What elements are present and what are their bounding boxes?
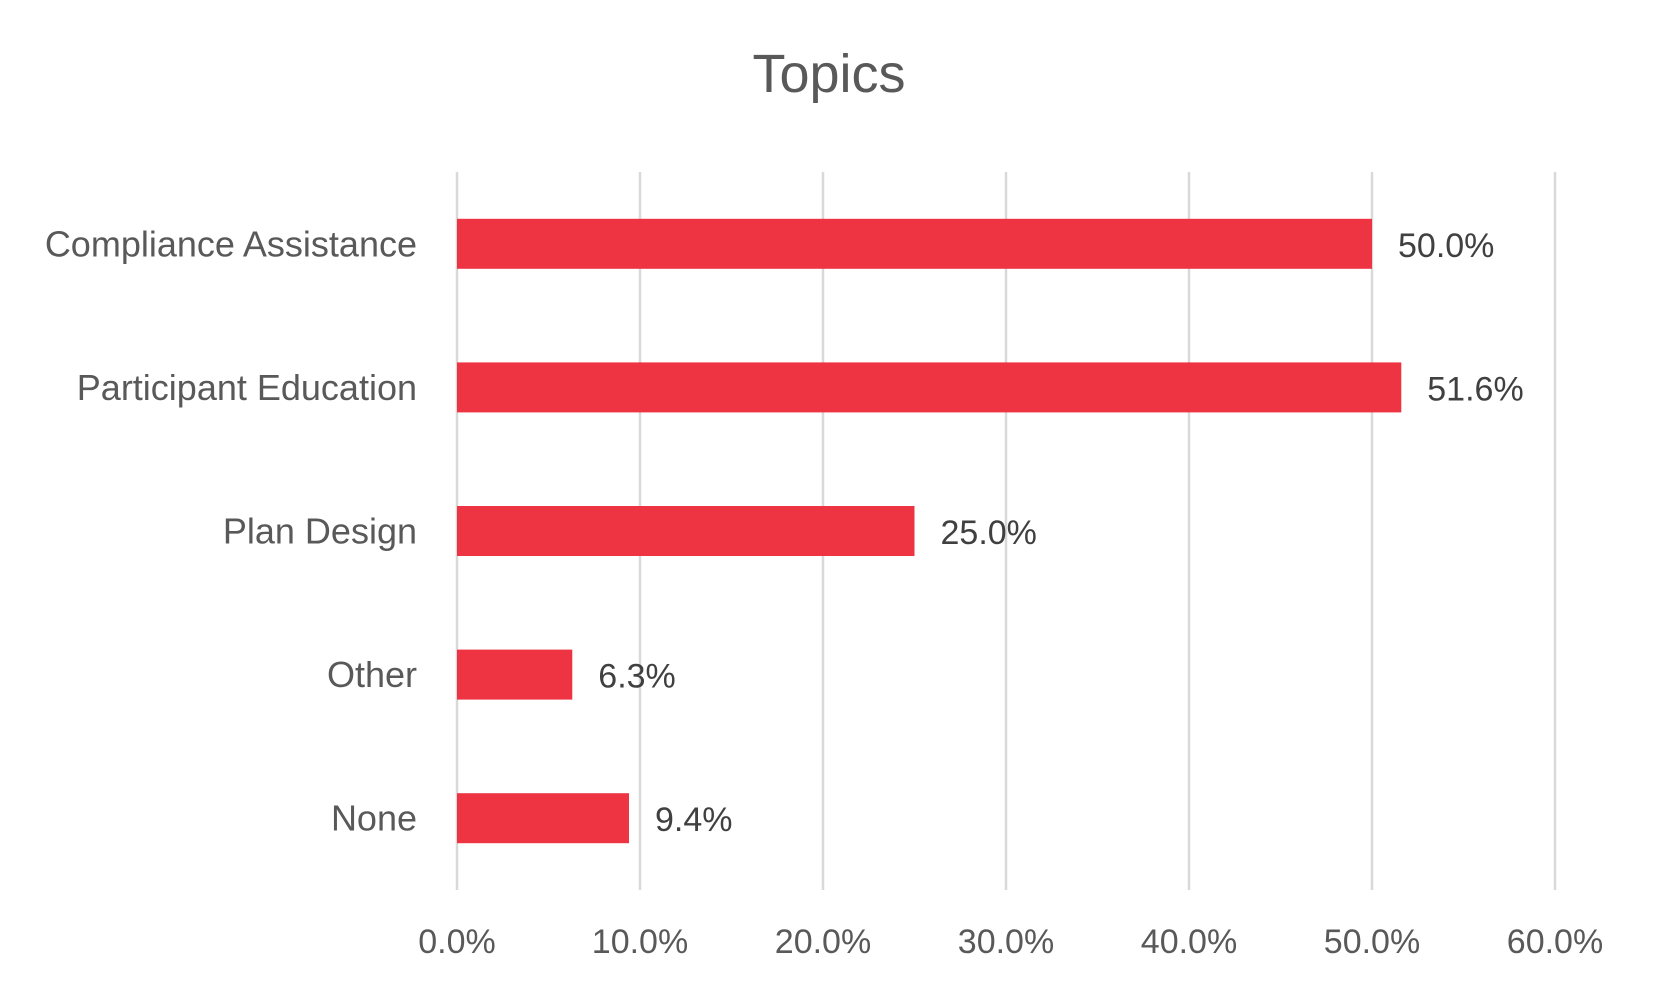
data-label: 6.3% — [598, 658, 676, 696]
x-tick-label: 30.0% — [958, 923, 1054, 961]
category-labels: Compliance Assistance Participant Educati… — [45, 223, 417, 838]
bar — [457, 793, 630, 844]
x-tick-label: 0.0% — [418, 923, 496, 961]
bars — [457, 218, 1402, 844]
data-labels: 50.0% 51.6% 25.0% 6.3% 9.4% — [598, 227, 1523, 839]
category-label: Plan Design — [223, 511, 417, 552]
x-tick-label: 10.0% — [592, 923, 688, 961]
category-label: Participant Education — [77, 367, 417, 408]
chart-title: Topics — [752, 44, 905, 104]
bar — [457, 649, 573, 700]
x-tick-label: 20.0% — [775, 923, 871, 961]
data-label: 9.4% — [655, 801, 733, 839]
bar — [457, 506, 915, 556]
x-tick-label: 50.0% — [1324, 923, 1420, 961]
data-label: 50.0% — [1398, 227, 1494, 265]
category-label: None — [331, 798, 417, 839]
category-label: Compliance Assistance — [45, 223, 417, 264]
bar — [457, 218, 1372, 269]
x-axis-tick-labels: 0.0% 10.0% 20.0% 30.0% 40.0% 50.0% 60.0% — [418, 923, 1603, 961]
bar — [457, 362, 1402, 413]
data-label: 51.6% — [1427, 370, 1523, 408]
x-tick-label: 40.0% — [1141, 923, 1237, 961]
category-label: Other — [327, 654, 417, 695]
data-label: 25.0% — [941, 514, 1037, 552]
x-tick-label: 60.0% — [1507, 923, 1603, 961]
